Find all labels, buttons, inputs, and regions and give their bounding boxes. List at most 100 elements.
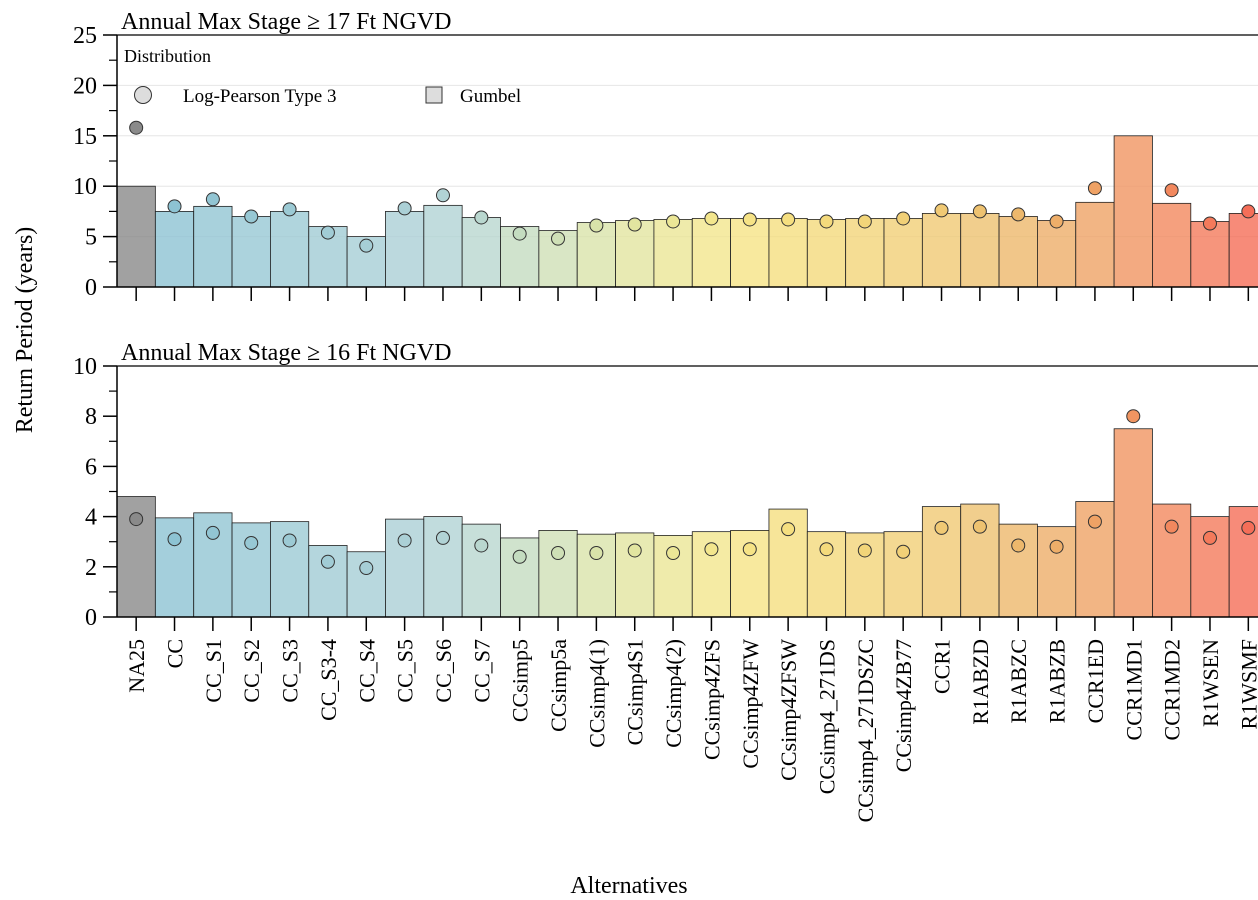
y-tick-label: 2	[85, 555, 97, 581]
point	[1049, 214, 1064, 229]
y-tick-label: 8	[85, 404, 97, 430]
bar	[1152, 202, 1192, 288]
point	[1126, 409, 1141, 424]
point	[1241, 520, 1256, 535]
x-tick-label: CCR1MD2	[1160, 639, 1185, 740]
x-tick-label: CCsimp5	[508, 639, 533, 722]
point	[972, 204, 987, 219]
x-tick-label: CC_S4	[354, 639, 379, 703]
point	[129, 512, 144, 527]
legend-label: Log-Pearson Type 3	[183, 86, 336, 107]
bar	[998, 523, 1038, 618]
point	[704, 211, 719, 226]
point	[244, 209, 259, 224]
bar	[1190, 221, 1230, 288]
point	[167, 199, 182, 214]
point	[551, 231, 566, 246]
point	[205, 525, 220, 540]
point	[359, 238, 374, 253]
point	[666, 545, 681, 560]
point	[320, 554, 335, 569]
bar	[806, 219, 847, 288]
bar	[615, 532, 655, 618]
point	[1087, 181, 1102, 196]
y-tick-label: 10	[73, 174, 97, 200]
y-tick-label: 4	[85, 505, 97, 531]
point	[397, 201, 412, 216]
point	[1164, 183, 1179, 198]
bar	[116, 185, 156, 288]
legend-label: Gumbel	[460, 86, 521, 107]
bar	[883, 531, 923, 618]
bar	[385, 210, 425, 288]
bar	[883, 218, 923, 288]
x-tick-label: R1ABZB	[1045, 639, 1070, 723]
x-tick-label: CC_S1	[201, 639, 226, 703]
point	[282, 202, 297, 217]
legend-marker	[425, 86, 443, 104]
bar	[1228, 213, 1258, 288]
y-tick-label: 0	[85, 605, 97, 631]
x-tick-label: CCsimp4(2)	[661, 639, 686, 748]
point	[512, 226, 527, 241]
point	[1202, 530, 1217, 545]
bar	[1075, 201, 1115, 288]
point	[167, 532, 182, 547]
point	[972, 519, 987, 534]
x-tick-label: CCsimp4S1	[623, 639, 648, 745]
x-tick-label: CC_S5	[393, 639, 418, 703]
bar	[423, 204, 463, 288]
x-tick-label: CCsimp4(1)	[584, 639, 609, 748]
legend-marker	[134, 86, 152, 104]
y-tick-label: 5	[85, 225, 97, 251]
x-tick-label: R1ABZC	[1006, 639, 1031, 723]
bar	[960, 213, 1000, 288]
y-tick-label: 10	[73, 354, 97, 380]
bar	[193, 205, 233, 288]
y-tick-label: 25	[73, 23, 97, 49]
y-tick-label: 20	[73, 73, 97, 99]
point	[282, 533, 297, 548]
point	[435, 188, 450, 203]
bar	[538, 530, 578, 618]
bar	[615, 220, 655, 288]
point	[742, 212, 757, 227]
point	[1241, 204, 1256, 219]
point	[819, 542, 834, 557]
x-tick-label: R1WSEN	[1198, 639, 1223, 727]
point	[1087, 514, 1102, 529]
point	[781, 212, 796, 227]
x-tick-label: CC_S3	[278, 639, 303, 703]
point	[205, 192, 220, 207]
x-tick-label: CCsimp4ZFSW	[776, 639, 801, 781]
bar	[1113, 135, 1153, 288]
point	[512, 549, 527, 564]
x-tick-label: CC_S7	[469, 639, 494, 703]
x-tick-label: CCR1MD1	[1121, 639, 1146, 740]
bar	[921, 213, 962, 288]
point	[627, 217, 642, 232]
x-axis-label: Alternatives	[570, 873, 687, 899]
y-tick-label: 0	[85, 275, 97, 301]
panel-title: Annual Max Stage ≥ 16 Ft NGVD	[121, 340, 451, 366]
point	[435, 530, 450, 545]
bar	[461, 523, 501, 618]
point	[857, 214, 872, 229]
y-tick-label: 15	[73, 124, 97, 150]
point	[1049, 539, 1064, 554]
point	[589, 218, 604, 233]
point	[129, 120, 144, 135]
point	[627, 543, 642, 558]
point	[666, 214, 681, 229]
point	[359, 561, 374, 576]
point	[397, 533, 412, 548]
x-tick-label: CCR1ED	[1083, 639, 1108, 723]
point	[704, 542, 719, 557]
point	[934, 520, 949, 535]
point	[1011, 538, 1026, 553]
bar	[1113, 428, 1153, 618]
x-tick-label: NA25	[124, 639, 149, 693]
x-tick-label: CCsimp4ZFS	[699, 639, 724, 760]
point	[474, 210, 489, 225]
